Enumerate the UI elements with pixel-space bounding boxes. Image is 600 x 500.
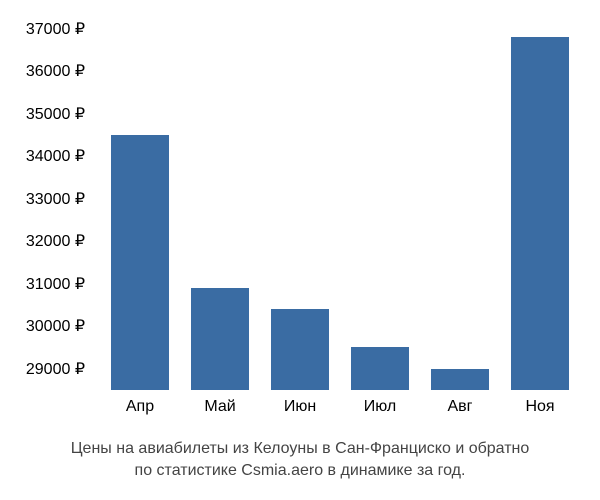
y-tick-label: 36000 ₽ (26, 61, 85, 81)
bar (351, 347, 409, 390)
bar (111, 135, 169, 390)
x-tick-label: Июн (284, 398, 316, 416)
y-tick-label: 35000 ₽ (26, 104, 85, 124)
x-tick-label: Авг (447, 398, 472, 416)
y-tick-label: 29000 ₽ (26, 359, 85, 379)
caption-line-2: по статистике Csmia.aero в динамике за г… (0, 460, 600, 482)
chart-caption: Цены на авиабилеты из Келоуны в Сан-Фран… (0, 438, 600, 481)
y-tick-label: 32000 ₽ (26, 231, 85, 251)
y-tick-label: 33000 ₽ (26, 189, 85, 209)
x-tick-label: Апр (126, 398, 154, 416)
price-chart: 29000 ₽ 30000 ₽ 31000 ₽ 32000 ₽ 33000 ₽ 34000… (0, 0, 600, 500)
plot-area (100, 20, 580, 390)
bar (191, 288, 249, 390)
bar (271, 309, 329, 390)
x-tick-label: Июл (364, 398, 396, 416)
y-tick-label: 34000 ₽ (26, 146, 85, 166)
caption-line-1: Цены на авиабилеты из Келоуны в Сан-Фран… (0, 438, 600, 460)
bar (511, 37, 569, 390)
x-tick-label: Ноя (525, 398, 554, 416)
bars-container (100, 20, 580, 390)
x-tick-label: Май (204, 398, 235, 416)
y-tick-label: 31000 ₽ (26, 274, 85, 294)
bar (431, 369, 489, 390)
y-tick-label: 37000 ₽ (26, 19, 85, 39)
x-axis-labels: Апр Май Июн Июл Авг Ноя (100, 398, 580, 424)
y-axis-labels: 29000 ₽ 30000 ₽ 31000 ₽ 32000 ₽ 33000 ₽ 34000… (0, 20, 95, 390)
y-tick-label: 30000 ₽ (26, 316, 85, 336)
